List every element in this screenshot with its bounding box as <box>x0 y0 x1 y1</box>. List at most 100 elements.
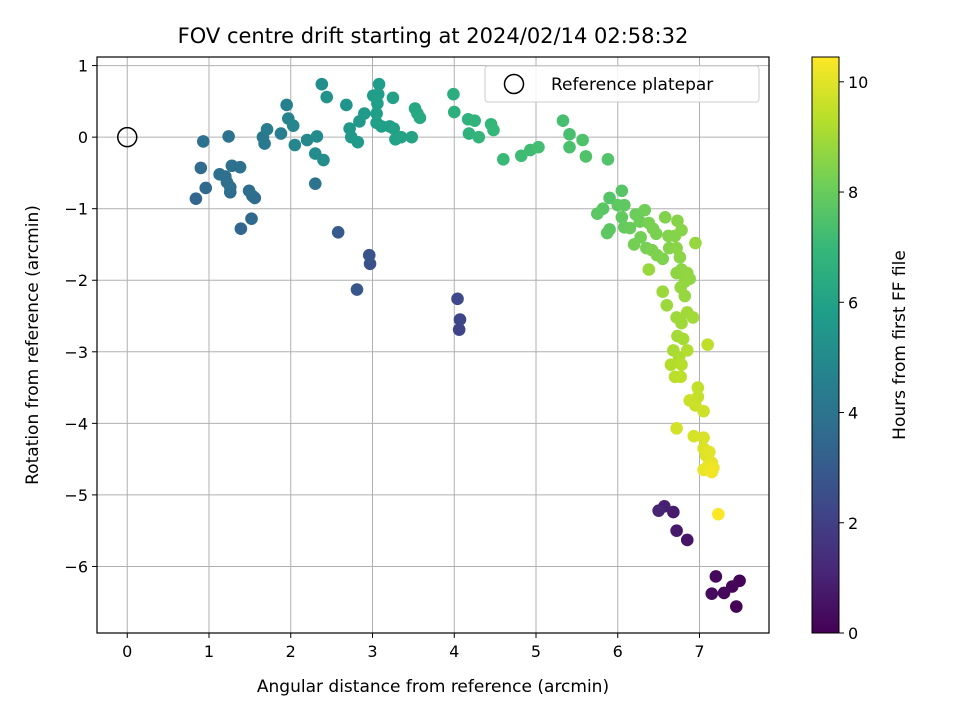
scatter-point <box>649 227 663 241</box>
scatter-point <box>405 130 419 144</box>
scatter-point <box>532 140 545 154</box>
scatter-point <box>658 210 672 224</box>
scatter-point <box>371 97 384 110</box>
colorbar-tick-label: 0 <box>848 624 858 643</box>
plot-frame <box>96 56 770 634</box>
scatter-point <box>687 429 701 443</box>
scatter-point <box>196 135 210 148</box>
x-tick-label: 1 <box>204 642 214 661</box>
scatter-point <box>563 127 576 141</box>
scatter-point <box>245 212 258 226</box>
scatter-point <box>627 238 641 251</box>
scatter-point <box>705 465 719 479</box>
scatter-point <box>563 140 576 154</box>
scatter-point <box>487 123 500 137</box>
scatter-point <box>673 251 687 264</box>
scatter-point <box>686 311 700 324</box>
colorbar-label: Hours from first FF file <box>890 250 910 440</box>
scatter-point <box>320 90 334 104</box>
scatter-point <box>447 87 460 101</box>
scatter-point <box>370 107 383 120</box>
scatter-point <box>697 431 710 444</box>
scatter-point <box>310 130 324 143</box>
scatter-point <box>652 504 665 517</box>
scatter-point <box>705 587 719 600</box>
scatter-point <box>660 298 674 312</box>
colorbar-tick-label: 2 <box>848 514 858 533</box>
y-tick-label: 1 <box>78 57 88 76</box>
scatter-point <box>413 111 427 125</box>
scatter-point <box>242 184 256 198</box>
scatter-point <box>689 236 702 250</box>
scatter-point <box>308 177 322 190</box>
scatter-point <box>358 107 371 120</box>
scatter-point <box>386 91 400 105</box>
x-axis-label: Angular distance from reference (arcmin) <box>257 677 609 697</box>
chart-title: FOV centre drift starting at 2024/02/14 … <box>178 24 689 48</box>
scatter-point <box>260 122 274 136</box>
colorbar-gradient <box>811 56 840 634</box>
scatter-point <box>288 138 302 152</box>
y-tick-label: −6 <box>64 557 88 576</box>
scatter-point <box>315 77 329 91</box>
scatter-point <box>676 332 690 346</box>
x-tick-label: 7 <box>694 642 704 661</box>
colorbar-tick-label: 4 <box>848 404 858 423</box>
scatter-point <box>225 159 239 173</box>
scatter-point <box>189 192 203 205</box>
scatter-point <box>591 207 604 221</box>
scatter-point <box>280 98 293 112</box>
y-tick-label: 0 <box>78 128 88 147</box>
x-tick-label: 0 <box>122 642 132 661</box>
scatter-point <box>615 210 629 224</box>
scatter-point <box>674 370 688 384</box>
scatter-point <box>199 181 213 195</box>
scatter-point <box>317 153 330 167</box>
scatter-point <box>691 381 705 394</box>
scatter-point <box>680 344 694 357</box>
colorbar-tick-label: 8 <box>848 183 858 202</box>
legend: Reference platepar <box>484 65 760 103</box>
x-tick-label: 6 <box>613 642 623 661</box>
y-tick-label: −4 <box>64 414 88 433</box>
scatter-point <box>222 130 235 143</box>
scatter-point <box>617 198 631 212</box>
scatter-point <box>452 323 466 336</box>
axis-ticks: 0 1 2 3 4 5 6 7 1 0 −1 −2 −3 −4 −5 −6 <box>64 57 704 661</box>
scatter-point <box>703 445 716 459</box>
scatter-point <box>675 358 688 371</box>
scatter-point <box>670 524 683 537</box>
scatter-point <box>623 221 637 235</box>
y-tick-label: −1 <box>64 200 88 219</box>
scatter-point <box>615 184 629 198</box>
scatter-point <box>220 175 234 189</box>
scatter-point <box>514 149 528 163</box>
legend-box <box>484 65 760 103</box>
scatter-point <box>683 272 697 286</box>
scatter-point <box>362 248 376 262</box>
scatter-point <box>350 283 364 296</box>
scatter-point <box>300 133 314 147</box>
scatter-point <box>372 77 386 91</box>
scatter-point <box>351 135 365 149</box>
scatter-point <box>556 114 570 127</box>
colorbar-tick-label: 10 <box>848 73 868 92</box>
scatter-point <box>667 505 680 519</box>
legend-marker-reference <box>503 73 525 95</box>
scatter-point <box>258 137 271 150</box>
data-points <box>116 77 746 613</box>
scatter-point <box>712 507 725 521</box>
scatter-point <box>234 222 248 236</box>
y-tick-label: −2 <box>64 271 88 290</box>
scatter-point <box>371 87 385 101</box>
scatter-point <box>670 266 683 280</box>
scatter-point <box>468 114 481 127</box>
scatter-point <box>697 404 710 418</box>
scatter-point <box>274 127 288 140</box>
scatter-point <box>579 150 593 163</box>
scatter-point <box>472 130 486 144</box>
scatter-point <box>664 358 678 371</box>
grid <box>97 57 769 633</box>
scatter-point <box>576 133 589 147</box>
